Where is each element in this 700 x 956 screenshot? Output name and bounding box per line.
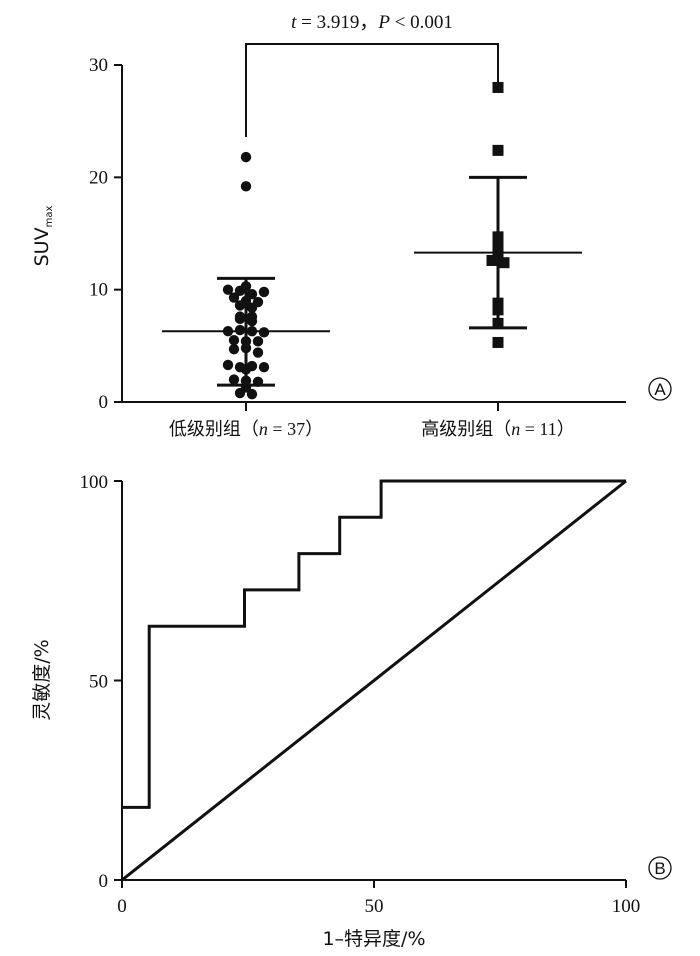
panel-a-y-axis-title-sub: max (44, 206, 55, 228)
panel-a-groups (162, 81, 582, 400)
panel-a-label-circle (648, 377, 672, 401)
panel-a-y-ticks: 0 10 20 30 (89, 55, 122, 413)
panel-b-x-tick-label: 100 (612, 896, 641, 917)
data-point (234, 311, 246, 322)
data-point (492, 231, 504, 243)
significance-bracket (245, 43, 499, 137)
data-point (486, 254, 498, 266)
panel-b-x-ticks: 0 50 100 (117, 880, 640, 917)
data-point (246, 326, 258, 337)
data-point (222, 326, 234, 337)
panel-b-x-tick-label: 0 (117, 896, 127, 917)
data-point (492, 240, 504, 252)
data-point (258, 327, 270, 338)
p-value: < 0.001 (390, 12, 453, 33)
data-point (234, 324, 246, 336)
panel-a-y-tick-label: 30 (89, 55, 108, 76)
panel-b-x-tick-label: 50 (365, 896, 384, 917)
significance-annotation: t = 3.919，P < 0.001 (291, 12, 453, 33)
panel-a-category-label: 高级别组（n = 11） (421, 419, 574, 440)
data-point (222, 284, 234, 295)
data-point (240, 336, 252, 347)
data-point (246, 288, 258, 300)
panel-a-label: A (648, 377, 672, 401)
data-point (240, 151, 252, 163)
panel-b-y-ticks: 0 50 100 (80, 472, 122, 892)
panel-b-y-tick-label: 0 (99, 871, 109, 892)
data-point (252, 296, 264, 308)
data-point (228, 335, 240, 346)
data-point (240, 295, 252, 307)
panel-b-label-text: B (654, 859, 665, 878)
panel-b-label: B (648, 856, 672, 880)
reference-diagonal (121, 479, 627, 882)
p-symbol: P (377, 12, 390, 33)
data-point (492, 248, 504, 260)
data-point (252, 336, 264, 347)
panel-b-series (121, 479, 627, 882)
data-point (234, 361, 246, 373)
data-point (492, 336, 504, 348)
panel-b-y-axis-title: 灵敏度/% (31, 639, 53, 720)
data-point (240, 375, 252, 386)
category-label-prefix: 低级别组（ (169, 419, 259, 440)
category-label-n: n (511, 419, 520, 439)
data-point (246, 311, 258, 322)
panel-a-y-tick-label: 20 (89, 167, 108, 188)
data-point (492, 144, 504, 156)
data-point (240, 281, 252, 292)
data-point (492, 297, 504, 309)
significance-bracket-line (245, 43, 499, 137)
panel-b-y-tick-label: 50 (89, 672, 108, 693)
panel-b: 0 50 100 0 50 100 灵敏度/% 1–特异度/% B (31, 472, 672, 950)
data-point (246, 388, 258, 400)
category-label-suffix: = 11） (520, 419, 574, 439)
data-point (498, 257, 510, 269)
t-symbol: t (291, 12, 297, 33)
data-point (246, 360, 258, 372)
data-point (492, 317, 504, 329)
data-point (228, 292, 240, 303)
panel-a-y-axis-title: SUVmax (31, 206, 55, 267)
data-point (258, 286, 270, 298)
data-point (222, 359, 234, 371)
data-point (492, 81, 504, 93)
roc-curve (122, 479, 626, 809)
panel-a-y-tick-label: 0 (99, 392, 109, 413)
data-point (252, 376, 264, 387)
panel-b-label-circle (648, 856, 672, 880)
panel-a-y-tick-label: 10 (89, 280, 108, 301)
panel-a-category-label: 低级别组（n = 37） (169, 419, 323, 440)
panel-a-y-axis-title-main: SUV (31, 227, 53, 266)
panel-b-y-tick-label: 100 (80, 472, 109, 493)
data-point (252, 347, 264, 358)
data-point (228, 374, 240, 385)
panel-a-x-ticks: 低级别组（n = 37） 高级别组（n = 11） (169, 402, 575, 440)
panel-a-label-text: A (654, 380, 666, 399)
data-point (258, 361, 270, 373)
category-label-suffix: = 37） (268, 419, 323, 439)
t-value: = 3.919， (296, 12, 378, 33)
data-point (240, 181, 252, 192)
category-label-prefix: 高级别组（ (421, 419, 511, 440)
panel-b-x-axis-title: 1–特异度/% (322, 928, 425, 950)
data-point (228, 344, 240, 355)
data-point (492, 304, 504, 316)
category-label-n: n (259, 419, 268, 439)
